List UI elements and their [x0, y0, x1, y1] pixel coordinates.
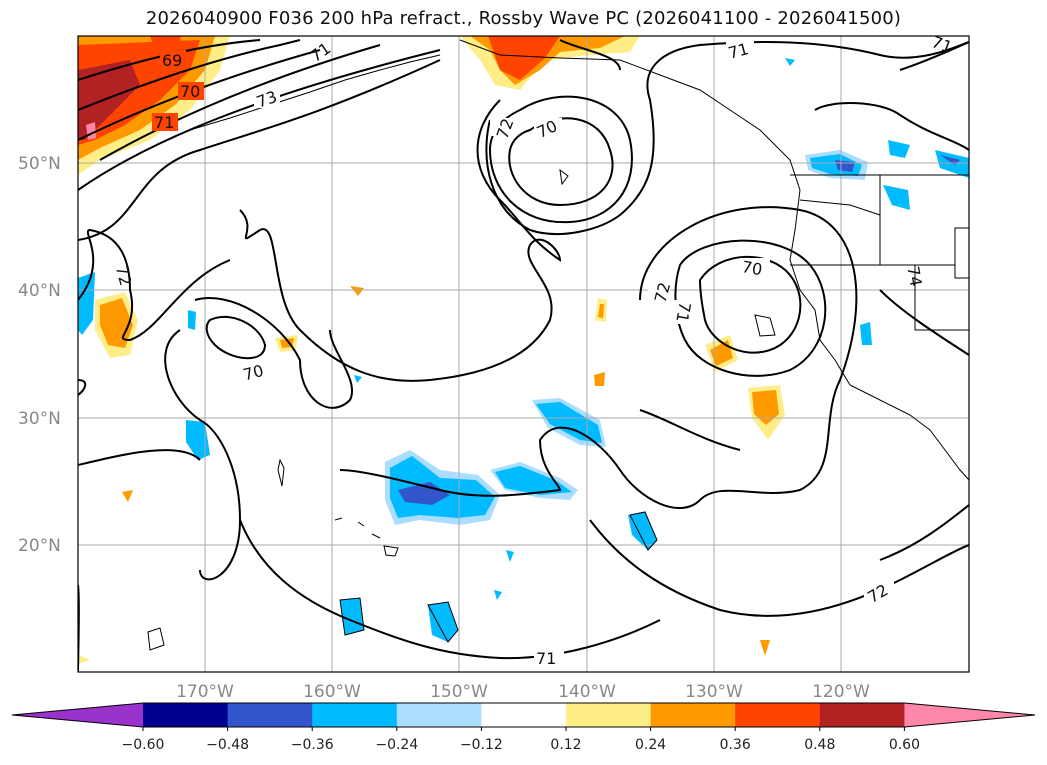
- contour-label: 72: [651, 280, 675, 305]
- contour-label: 71: [154, 113, 174, 132]
- contour-label: 74: [903, 265, 925, 288]
- colorbar: −0.60 −0.48 −0.36 −0.24 −0.12 0.12 0.24 0.36 0.4…: [11, 702, 1036, 753]
- colorbar-segment: [312, 703, 398, 727]
- lon-label: 150°W: [430, 682, 488, 702]
- contour-label: 70: [241, 361, 266, 385]
- colorbar-segment: [819, 703, 905, 727]
- colorbar-segment: [227, 703, 313, 727]
- lon-label: 120°W: [812, 682, 870, 702]
- colorbar-tick-label: −0.48: [206, 737, 249, 753]
- colorbar-tick-label: −0.12: [460, 737, 503, 753]
- map-border: [77, 35, 970, 673]
- contour-label: 70: [180, 82, 200, 101]
- lon-label: 160°W: [303, 682, 361, 702]
- lon-label: 130°W: [685, 682, 743, 702]
- colorbar-segment: [396, 703, 482, 727]
- map-gridlines: [78, 36, 969, 672]
- contour-label: 71: [536, 649, 556, 668]
- lat-label: 20°N: [18, 536, 61, 556]
- colorbar-segment: [650, 703, 736, 727]
- contour-labels: 69 70 71 73 71 72 70 71 71 72 70 71: [112, 32, 955, 668]
- contour-label: 72: [112, 263, 136, 288]
- colorbar-extend-max: [904, 703, 1035, 727]
- colorbar-tick-label: −0.36: [291, 737, 334, 753]
- figure-title: 2026040900 F036 200 hPa refract., Rossby…: [145, 8, 902, 29]
- contour-lines: [78, 39, 969, 672]
- colorbar-tick-label: 0.48: [804, 737, 835, 753]
- colorbar-extend-min: [12, 703, 143, 727]
- contour-label: 71: [672, 300, 694, 323]
- lat-label: 40°N: [18, 281, 61, 301]
- colorbar-segment: [143, 703, 229, 727]
- colorbar-tick-label: 0.12: [550, 737, 581, 753]
- map-panel: [78, 36, 969, 672]
- contour-label: 71: [726, 39, 751, 63]
- coastlines: [147, 39, 969, 651]
- colorbar-tick-label: −0.24: [375, 737, 418, 753]
- lat-label: 50°N: [18, 154, 61, 174]
- lon-label: 140°W: [558, 682, 616, 702]
- colorbar-segment: [566, 703, 652, 727]
- lon-label: 170°W: [176, 682, 234, 702]
- latitude-labels: 50°N 40°N 30°N 20°N: [18, 154, 61, 556]
- lat-label: 30°N: [18, 409, 61, 429]
- colorbar-tick-label: −0.60: [122, 737, 165, 753]
- colorbar-tick-label: 0.60: [889, 737, 920, 753]
- contour-label: 70: [740, 257, 763, 279]
- longitude-labels: 170°W 160°W 150°W 140°W 130°W 120°W: [176, 682, 870, 702]
- contour-label: 69: [162, 51, 182, 70]
- colorbar-segment: [481, 703, 567, 727]
- colorbar-segment: [735, 703, 821, 727]
- colorbar-tick-label: 0.36: [720, 737, 751, 753]
- contour-label: 71: [929, 32, 955, 57]
- colorbar-tick-label: 0.24: [635, 737, 666, 753]
